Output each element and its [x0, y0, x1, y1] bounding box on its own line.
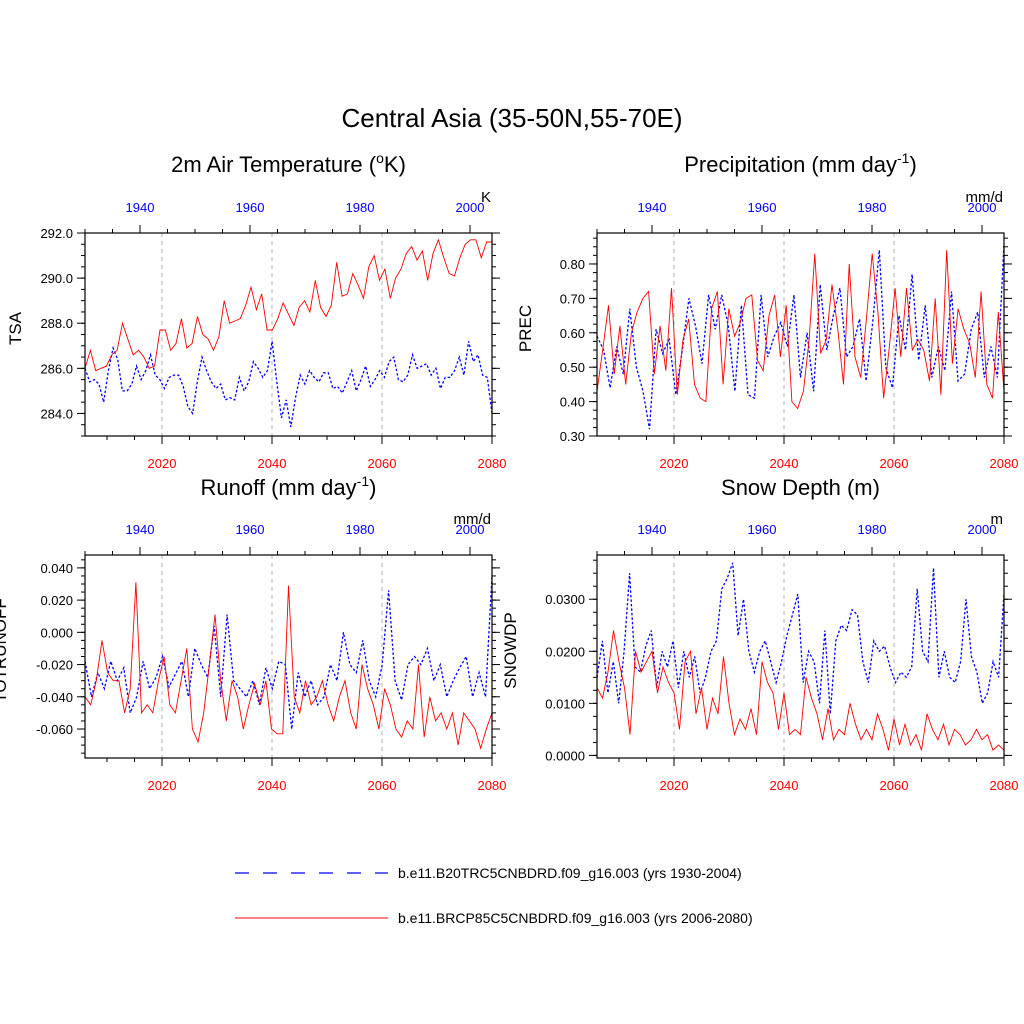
- panel-tsa: 2m Air Temperature (oK) K 284.0 286.0 288.0 2…: [6, 150, 506, 471]
- top-tick-label: 1960: [748, 200, 777, 215]
- y-tick-label: 290.0: [40, 271, 73, 286]
- historical-series-line: [597, 243, 1004, 430]
- y-axis-label: TOTRUNOFF: [0, 598, 10, 703]
- panel-totrunoff: Runoff (mm day-1) mm/d -0.060 -0.040 -0.020 0…: [0, 473, 506, 793]
- y-tick-label: 292.0: [40, 226, 73, 241]
- x-tick-label: 2020: [148, 456, 177, 471]
- plot-frame: [84, 554, 493, 759]
- figure-title: Central Asia (35-50N,55-70E): [341, 103, 682, 133]
- x-tick-label: 2060: [880, 778, 909, 793]
- y-tick-label: 0.020: [40, 593, 73, 608]
- historical-series-line: [85, 341, 492, 428]
- y-tick-label: 288.0: [40, 316, 73, 331]
- top-tick-label: 1980: [858, 522, 887, 537]
- y-tick-label: 0.30: [560, 429, 585, 444]
- units-label: m: [991, 511, 1004, 528]
- panel-title: 2m Air Temperature (oK): [171, 150, 406, 177]
- top-tick-label: 2000: [968, 522, 997, 537]
- x-tick-label: 2040: [770, 456, 799, 471]
- panel-title: Precipitation (mm day-1): [684, 150, 917, 177]
- legend-label: b.e11.BRCP85C5CNBDRD.f09_g16.003 (yrs 20…: [398, 910, 753, 926]
- top-tick-label: 2000: [456, 200, 485, 215]
- x-tick-label: 2020: [148, 778, 177, 793]
- top-tick-label: 2000: [968, 200, 997, 215]
- x-tick-label: 2080: [990, 456, 1019, 471]
- panel-prec: Precipitation (mm day-1) mm/d 0.30 0.40 0.50…: [516, 150, 1018, 471]
- panel-title: Snow Depth (m): [721, 475, 880, 500]
- y-tick-label: 0.0300: [545, 592, 585, 607]
- y-axis-label: TSA: [6, 311, 25, 345]
- y-tick-label: -0.040: [36, 690, 73, 705]
- y-tick-label: 0.40: [560, 395, 585, 410]
- y-tick-label: 0.0100: [545, 696, 585, 711]
- y-tick-label: 0.0000: [545, 748, 585, 763]
- y-tick-label: 0.70: [560, 291, 585, 306]
- x-tick-label: 2020: [660, 456, 689, 471]
- x-tick-label: 2080: [478, 778, 507, 793]
- top-tick-label: 1940: [638, 522, 667, 537]
- units-label: K: [481, 189, 491, 206]
- y-tick-label: 284.0: [40, 406, 73, 421]
- future-series-line: [597, 250, 1004, 410]
- y-tick-label: 0.040: [40, 561, 73, 576]
- top-tick-label: 1960: [236, 200, 265, 215]
- top-tick-label: 1980: [858, 200, 887, 215]
- y-tick-label: 0.60: [560, 326, 585, 341]
- future-series-line: [85, 238, 492, 372]
- x-tick-label: 2040: [258, 778, 287, 793]
- x-tick-label: 2020: [660, 778, 689, 793]
- x-tick-label: 2060: [880, 456, 909, 471]
- top-tick-label: 1980: [346, 522, 375, 537]
- top-tick-label: 1980: [346, 200, 375, 215]
- units-label: mm/d: [454, 511, 492, 528]
- y-tick-label: 286.0: [40, 361, 73, 376]
- top-tick-label: 2000: [456, 522, 485, 537]
- top-tick-label: 1960: [748, 522, 777, 537]
- plot-frame: [596, 232, 1005, 437]
- future-series-line: [85, 582, 492, 750]
- top-tick-label: 1940: [638, 200, 667, 215]
- plot-frame: [596, 554, 1005, 759]
- top-tick-label: 1960: [236, 522, 265, 537]
- legend-label: b.e11.B20TRC5CNBDRD.f09_g16.003 (yrs 193…: [398, 865, 742, 881]
- panel-title: Runoff (mm day-1): [201, 473, 377, 500]
- top-tick-label: 1940: [126, 200, 155, 215]
- legend: b.e11.B20TRC5CNBDRD.f09_g16.003 (yrs 193…: [235, 865, 753, 926]
- y-tick-label: -0.020: [36, 658, 73, 673]
- panels: 2m Air Temperature (oK) K 284.0 286.0 288.0 2…: [0, 150, 1018, 793]
- y-tick-label: 0.50: [560, 360, 585, 375]
- future-series-line: [597, 630, 1004, 752]
- top-tick-label: 1940: [126, 522, 155, 537]
- x-tick-label: 2060: [368, 778, 397, 793]
- panel-snowdp: Snow Depth (m) m 0.0000 0.0100 0.0200 0.0300 2…: [501, 475, 1018, 793]
- units-label: mm/d: [966, 189, 1004, 206]
- x-tick-label: 2040: [258, 456, 287, 471]
- y-tick-label: -0.060: [36, 722, 73, 737]
- x-tick-label: 2040: [770, 778, 799, 793]
- x-tick-label: 2060: [368, 456, 397, 471]
- y-axis-label: SNOWDP: [501, 612, 520, 689]
- x-tick-label: 2080: [478, 456, 507, 471]
- historical-series-line: [597, 562, 1004, 714]
- x-tick-label: 2080: [990, 778, 1019, 793]
- y-tick-label: 0.000: [40, 625, 73, 640]
- historical-series-line: [85, 575, 492, 730]
- plot-frame: [84, 232, 493, 437]
- y-axis-label: PREC: [516, 305, 535, 352]
- y-tick-label: 0.0200: [545, 644, 585, 659]
- y-tick-label: 0.80: [560, 257, 585, 272]
